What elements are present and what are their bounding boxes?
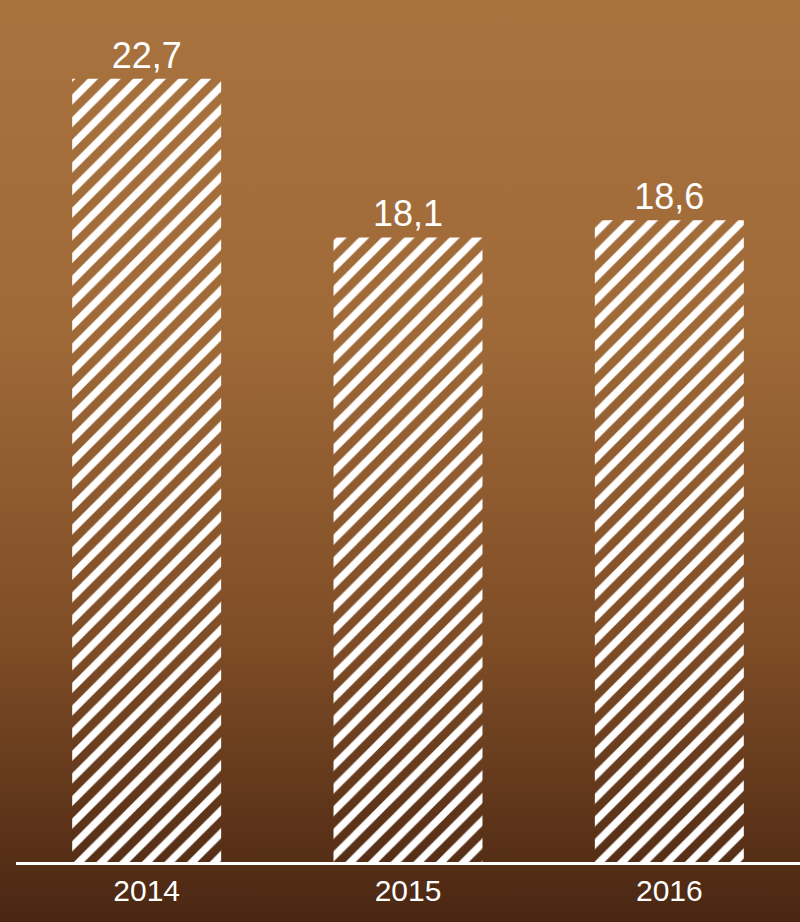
svg-text:18,6: 18,6 xyxy=(634,176,704,217)
svg-text:22,7: 22,7 xyxy=(112,35,182,76)
svg-text:2015: 2015 xyxy=(375,874,442,907)
svg-text:18,1: 18,1 xyxy=(373,193,443,234)
svg-text:2014: 2014 xyxy=(113,874,180,907)
svg-text:2016: 2016 xyxy=(636,874,703,907)
